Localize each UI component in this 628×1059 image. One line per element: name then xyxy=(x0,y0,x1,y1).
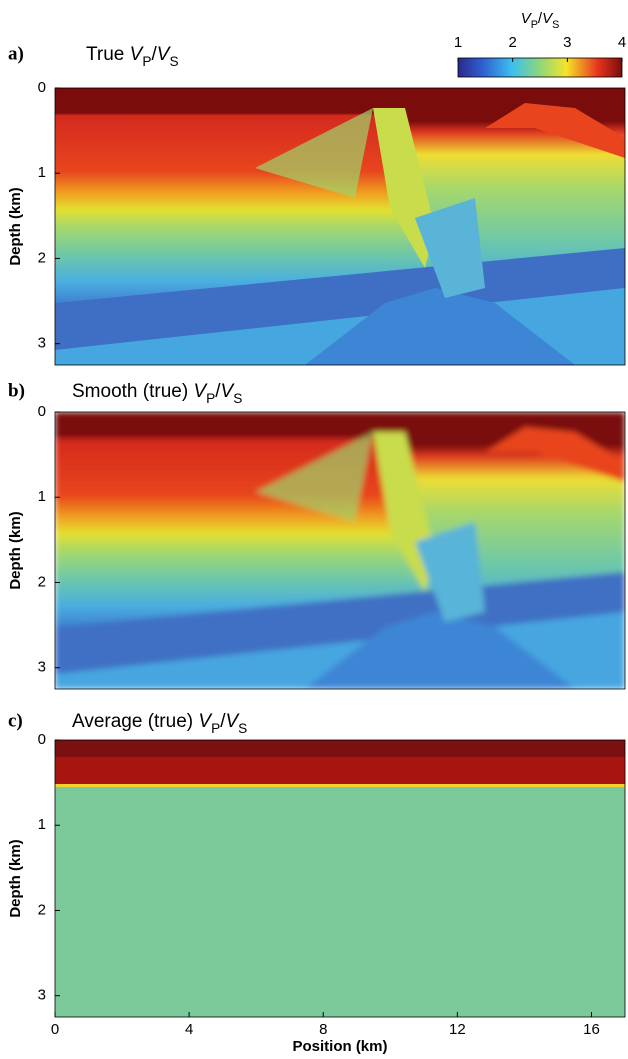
symbol-part: S xyxy=(552,19,559,31)
y-tick-label: 1 xyxy=(38,816,46,833)
panel-title: Smooth (true) VP/VS xyxy=(72,381,242,406)
y-tick-label: 3 xyxy=(38,659,46,676)
panel-title: True VP/VS xyxy=(86,44,179,69)
y-tick-label: 3 xyxy=(38,335,46,352)
colorbar-label: VP/VS xyxy=(521,10,560,31)
title-text: Smooth (true) xyxy=(72,381,188,402)
symbol-part: S xyxy=(169,54,178,69)
x-axis-label: Position (km) xyxy=(292,1038,387,1055)
symbol-part: P xyxy=(206,391,215,406)
symbol-part: P xyxy=(211,721,220,736)
symbol-part: P xyxy=(142,54,151,69)
symbol-part: V xyxy=(521,10,533,27)
axes-frame xyxy=(54,739,626,1018)
symbol-part: V xyxy=(198,711,213,732)
symbol-part: / xyxy=(151,44,157,65)
heatmap-image xyxy=(55,88,625,365)
colorbar-tick-label: 3 xyxy=(563,34,571,51)
symbol-part: S xyxy=(238,721,247,736)
symbol-part: V xyxy=(221,381,236,402)
title-text: Average (true) xyxy=(72,711,193,732)
x-tick-label: 8 xyxy=(319,1021,327,1038)
symbol-part: / xyxy=(215,381,221,402)
colorbar-tick-label: 4 xyxy=(618,34,626,51)
y-tick-label: 1 xyxy=(38,164,46,181)
panel-label: c) xyxy=(8,710,23,731)
symbol-part: V xyxy=(157,44,172,65)
symbol-part: V xyxy=(193,381,208,402)
y-tick-label: 2 xyxy=(38,901,46,918)
panel-title: Average (true) VP/VS xyxy=(72,711,247,736)
y-axis-label: Depth (km) xyxy=(7,187,24,265)
axes-frame xyxy=(54,87,626,366)
symbol-part: / xyxy=(220,711,226,732)
y-tick-label: 2 xyxy=(38,249,46,266)
y-tick-label: 0 xyxy=(38,79,46,96)
y-tick-label: 1 xyxy=(38,488,46,505)
x-tick-label: 0 xyxy=(51,1021,59,1038)
y-tick-label: 3 xyxy=(38,987,46,1004)
colorbar xyxy=(457,57,623,78)
title-text: True xyxy=(86,44,124,65)
colorbar-tick-label: 1 xyxy=(454,34,462,51)
colorbar-tick-label: 2 xyxy=(508,34,516,51)
x-tick-label: 12 xyxy=(449,1021,466,1038)
y-tick-label: 2 xyxy=(38,573,46,590)
y-axis-label: Depth (km) xyxy=(7,839,24,917)
heatmap-image xyxy=(55,740,625,1017)
y-axis-label: Depth (km) xyxy=(7,511,24,589)
x-tick-label: 16 xyxy=(583,1021,600,1038)
panel-label: b) xyxy=(8,380,25,401)
symbol-part: / xyxy=(538,10,543,27)
symbol-part: V xyxy=(130,44,145,65)
symbol-part: V xyxy=(225,711,240,732)
x-tick-label: 4 xyxy=(185,1021,193,1038)
y-tick-label: 0 xyxy=(38,731,46,748)
panel-label: a) xyxy=(8,43,24,64)
symbol-part: P xyxy=(531,19,538,31)
axes-frame xyxy=(54,411,626,690)
heatmap-image xyxy=(55,412,625,689)
symbol-part: V xyxy=(542,10,554,27)
symbol-part: S xyxy=(233,391,242,406)
y-tick-label: 0 xyxy=(38,403,46,420)
